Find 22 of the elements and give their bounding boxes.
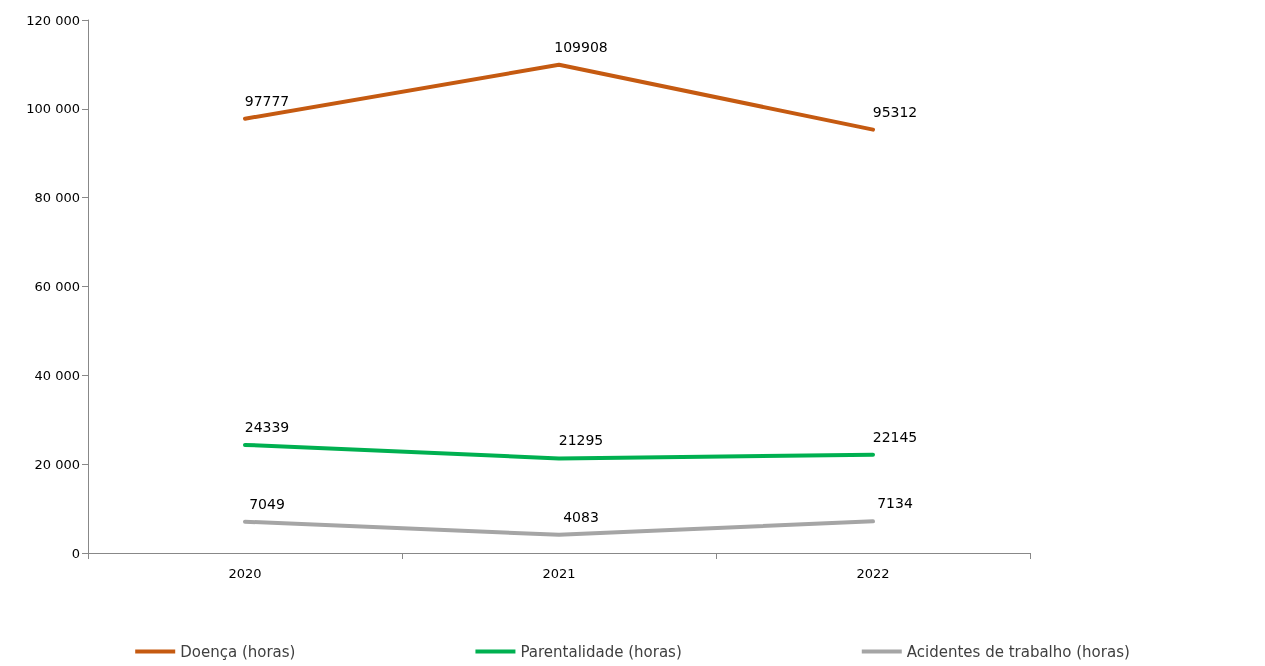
legend-label: Acidentes de trabalho (horas) — [906, 642, 1130, 661]
y-tick-label: 40 000 — [34, 367, 80, 383]
data-label: 7134 — [877, 495, 913, 512]
data-label: 24339 — [244, 418, 290, 435]
y-tick-label: 20 000 — [34, 456, 80, 472]
data-label: 97777 — [244, 92, 290, 109]
legend-label: Parentalidade (horas) — [520, 642, 682, 661]
data-label: 95312 — [872, 103, 918, 120]
data-label: 7049 — [249, 495, 285, 512]
y-tick-label: 60 000 — [34, 279, 80, 294]
x-tick-label: 2020 — [228, 566, 262, 581]
legend-label: Doença (horas) — [180, 642, 296, 661]
data-label: 22145 — [872, 428, 918, 445]
data-label: 109908 — [554, 38, 608, 55]
x-tick-label: 2021 — [542, 566, 576, 581]
data-label: 21295 — [558, 432, 604, 449]
y-tick-label: 120 000 — [26, 12, 80, 28]
y-tick-label: 100 000 — [26, 101, 80, 117]
y-tick-label: 0 — [71, 545, 80, 561]
y-tick-label: 80 000 — [34, 190, 80, 206]
data-label: 4083 — [563, 508, 599, 525]
x-tick-label: 2022 — [856, 566, 890, 581]
